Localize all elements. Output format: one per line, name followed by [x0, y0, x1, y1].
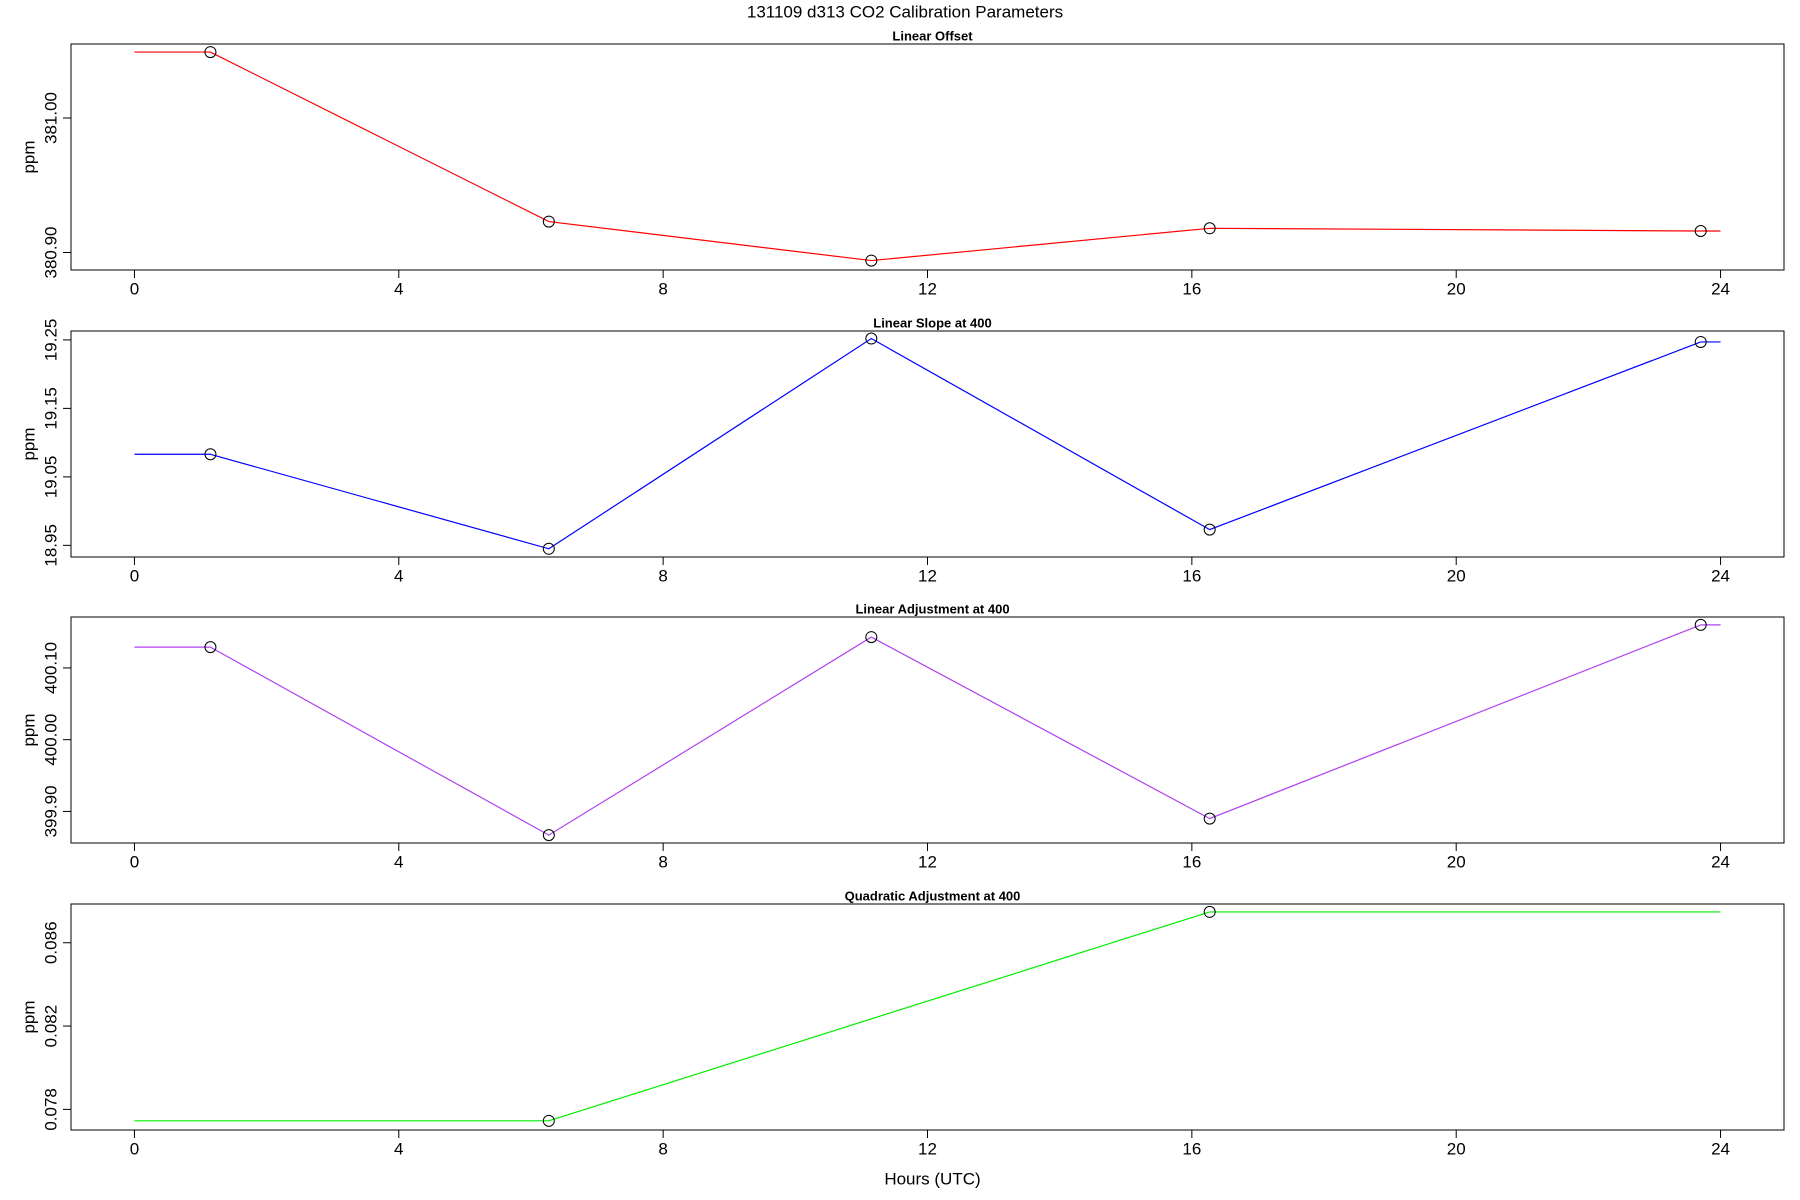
x-tick-label: 0: [130, 852, 139, 871]
y-tick-label: 380.90: [41, 227, 60, 279]
data-line: [210, 51, 1701, 262]
y-tick-label: 381.00: [41, 92, 60, 144]
chart-title: Linear Offset: [892, 28, 973, 43]
y-tick-label: 19.25: [41, 319, 60, 362]
y-axis-label: ppm: [19, 1000, 38, 1033]
chart-title: Quadratic Adjustment at 400: [845, 888, 1021, 903]
x-tick-label: 0: [130, 1139, 139, 1158]
y-tick-label: 0.082: [41, 1005, 60, 1048]
y-tick-label: 399.90: [41, 785, 60, 837]
x-tick-label: 12: [918, 1139, 937, 1158]
plot-frame: [70, 330, 1785, 558]
main-title: 131109 d313 CO2 Calibration Parameters: [747, 2, 1063, 21]
data-line: [548, 911, 1210, 1122]
x-tick-label: 20: [1447, 279, 1466, 298]
x-tick-label: 8: [658, 279, 667, 298]
data-point: [1203, 523, 1216, 536]
data-point: [1203, 905, 1216, 918]
y-tick-label: 400.10: [41, 642, 60, 694]
plot-frame: [70, 616, 1785, 844]
y-tick-label: 18.95: [41, 524, 60, 567]
data-point: [1694, 224, 1707, 237]
data-point: [865, 631, 878, 644]
chart-title: Linear Slope at 400: [873, 315, 992, 330]
x-tick-label: 24: [1711, 852, 1730, 871]
chart-title: Linear Adjustment at 400: [855, 601, 1009, 616]
data-point: [1203, 222, 1216, 235]
data-point: [1203, 812, 1216, 825]
data-point: [204, 641, 217, 654]
x-axis-label: Hours (UTC): [884, 1169, 980, 1188]
x-tick-label: 16: [1182, 852, 1201, 871]
data-line: [210, 624, 1701, 836]
y-tick-label: 19.15: [41, 387, 60, 430]
x-tick-label: 4: [394, 566, 403, 585]
x-tick-label: 12: [918, 279, 937, 298]
data-point: [1694, 335, 1707, 348]
x-tick-label: 12: [918, 566, 937, 585]
x-tick-label: 4: [394, 1139, 403, 1158]
x-tick-label: 24: [1711, 566, 1730, 585]
x-tick-label: 20: [1447, 566, 1466, 585]
data-line: [210, 337, 1701, 550]
y-tick-label: 400.00: [41, 714, 60, 766]
data-point: [865, 254, 878, 267]
x-tick-label: 0: [130, 279, 139, 298]
x-tick-label: 16: [1182, 566, 1201, 585]
x-tick-label: 4: [394, 279, 403, 298]
data-point: [1694, 618, 1707, 631]
x-tick-label: 8: [658, 852, 667, 871]
data-point: [542, 829, 555, 842]
plot-frame: [70, 903, 1785, 1131]
y-tick-label: 0.086: [41, 921, 60, 964]
y-axis-label: ppm: [19, 140, 38, 173]
y-axis-label: ppm: [19, 713, 38, 746]
data-point: [865, 332, 878, 345]
x-tick-label: 24: [1711, 1139, 1730, 1158]
x-tick-label: 8: [658, 1139, 667, 1158]
data-point: [204, 448, 217, 461]
x-tick-label: 16: [1182, 1139, 1201, 1158]
x-tick-label: 24: [1711, 279, 1730, 298]
x-tick-label: 20: [1447, 852, 1466, 871]
plot-frame: [70, 43, 1785, 271]
y-axis-label: ppm: [19, 427, 38, 460]
x-tick-label: 0: [130, 566, 139, 585]
data-point: [204, 46, 217, 59]
x-tick-label: 4: [394, 852, 403, 871]
data-point: [542, 215, 555, 228]
data-point: [542, 1114, 555, 1127]
x-tick-label: 8: [658, 566, 667, 585]
x-tick-label: 16: [1182, 279, 1201, 298]
data-point: [542, 542, 555, 555]
y-tick-label: 19.05: [41, 456, 60, 499]
y-tick-label: 0.078: [41, 1088, 60, 1131]
x-tick-label: 20: [1447, 1139, 1466, 1158]
x-tick-label: 12: [918, 852, 937, 871]
